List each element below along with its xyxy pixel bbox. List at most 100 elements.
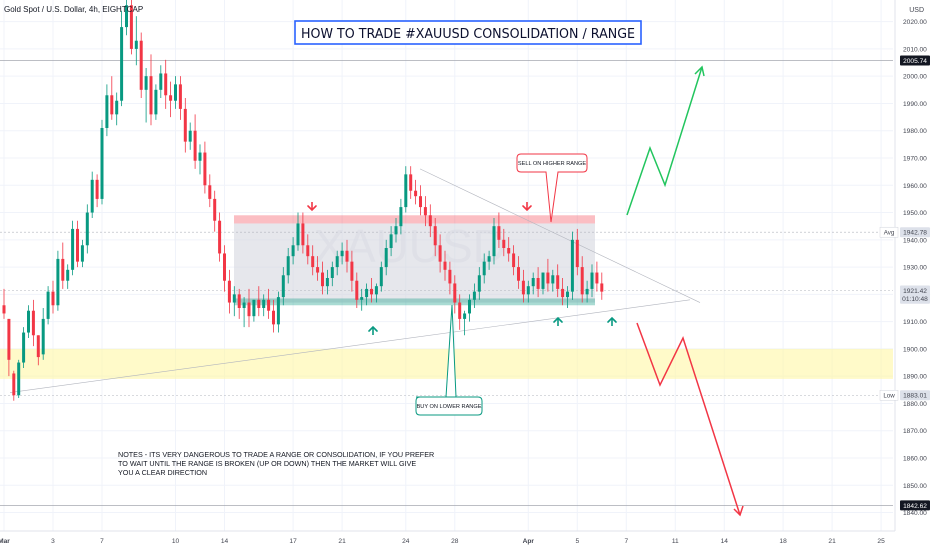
candle-43 <box>213 190 217 232</box>
candle-body-31 <box>154 89 158 115</box>
candle-53 <box>262 294 266 317</box>
candle-34 <box>169 81 173 118</box>
time-tick-13: 14 <box>721 538 729 545</box>
candle-body-90 <box>443 261 447 270</box>
candle-93 <box>458 294 462 330</box>
buy-callout: BUY ON LOWER RANGE <box>415 304 483 416</box>
candle-60 <box>296 212 300 251</box>
price-label-bg-1 <box>900 227 930 238</box>
currency-label: USD <box>909 7 924 14</box>
price-label-bg-0 <box>900 55 930 66</box>
candle-body-92 <box>453 283 457 303</box>
candle-body-58 <box>286 256 290 276</box>
candle-113 <box>556 264 560 298</box>
buy-arrow-1-head <box>368 325 378 332</box>
candle-59 <box>291 237 295 265</box>
notes-line-1: NOTES - ITS VERY DANGEROUS TO TRADE A RA… <box>118 450 434 459</box>
candle-body-39 <box>193 130 197 161</box>
candle-103 <box>507 237 511 262</box>
bullish-projection-head <box>694 65 705 77</box>
price-axis[interactable]: 2020.00 2010.00 2000.00 1990.00 1980.00 1970.… <box>879 0 932 550</box>
time-tick-11: 7 <box>624 538 628 545</box>
price-axis-bg <box>895 0 932 550</box>
time-tick-4: 14 <box>221 538 229 545</box>
candle-body-87 <box>428 215 432 227</box>
candle-body-116 <box>570 239 574 292</box>
candle-body-54 <box>267 299 271 311</box>
candle-body-74 <box>365 288 369 298</box>
resistance-zone <box>234 215 595 224</box>
candle-body-23 <box>115 100 119 115</box>
candle-54 <box>267 288 271 319</box>
candle-81 <box>399 198 403 235</box>
price-tick-7: 1950.00 <box>903 210 927 217</box>
candle-7 <box>36 335 40 366</box>
candle-69 <box>340 242 344 265</box>
time-tick-10: 5 <box>575 538 579 545</box>
candle-51 <box>252 299 256 322</box>
candle-95 <box>468 294 471 322</box>
candle-112 <box>551 269 555 292</box>
candle-body-9 <box>46 291 50 319</box>
candle-75 <box>370 278 373 303</box>
candle-86 <box>423 196 427 227</box>
time-axis[interactable]: Mar 3 7 10 14 17 21 24 28 Apr 5 7 11 14 18 21 25 <box>0 530 895 550</box>
candle-27 <box>134 16 138 66</box>
candle-24 <box>120 10 124 107</box>
candle-body-32 <box>159 73 163 90</box>
candle-9 <box>46 286 50 325</box>
candle-101 <box>497 212 501 248</box>
candle-body-8 <box>41 318 45 355</box>
candle-body-120 <box>590 272 594 289</box>
candle-13 <box>66 264 70 289</box>
sell-arrow-1-head <box>307 205 317 212</box>
candle-body-95 <box>468 299 471 314</box>
candle-body-113 <box>556 275 560 289</box>
candle-body-118 <box>580 267 584 295</box>
price-tick-13: 1890.00 <box>903 374 927 381</box>
price-tick-14: 1880.00 <box>903 401 927 408</box>
candle-20 <box>100 119 104 205</box>
candle-body-20 <box>100 128 104 199</box>
symbol-label[interactable]: Gold Spot / U.S. Dollar, 4h, EIGHTCAP <box>4 5 143 14</box>
bullish-projection <box>626 66 703 216</box>
candle-109 <box>536 267 540 298</box>
price-tick-4: 1980.00 <box>903 128 927 135</box>
candle-body-100 <box>492 226 496 257</box>
candle-body-70 <box>345 250 349 262</box>
candle-body-106 <box>521 280 525 295</box>
candle-body-53 <box>262 299 266 308</box>
zones <box>0 60 893 506</box>
candle-body-96 <box>472 291 476 300</box>
candle-body-16 <box>80 245 84 262</box>
candle-body-91 <box>448 269 452 284</box>
candle-body-19 <box>95 179 99 199</box>
candle-body-36 <box>178 84 182 109</box>
candle-4 <box>22 327 26 368</box>
price-tag-4: Low <box>883 393 895 400</box>
price-tick-6: 1960.00 <box>903 183 927 190</box>
price-tick-3: 1990.00 <box>903 101 927 108</box>
candle-body-43 <box>213 198 217 221</box>
candle-94 <box>463 310 467 336</box>
candle-body-33 <box>164 73 168 96</box>
candle-39 <box>193 114 197 169</box>
candle-22 <box>110 76 114 120</box>
candle-37 <box>183 98 187 153</box>
candle-body-44 <box>218 220 222 254</box>
drawings <box>307 65 744 517</box>
candle-85 <box>419 185 422 216</box>
time-tick-6: 21 <box>338 538 346 545</box>
candle-107 <box>526 280 530 303</box>
candle-96 <box>472 283 476 308</box>
candle-83 <box>409 166 413 199</box>
candle-body-122 <box>600 283 604 292</box>
candle-body-5 <box>27 310 30 333</box>
candle-body-25 <box>125 5 128 28</box>
candle-body-1 <box>7 318 11 360</box>
candle-48 <box>237 288 241 319</box>
candle-18 <box>90 171 94 218</box>
candle-body-66 <box>325 278 329 287</box>
candle-68 <box>335 250 339 276</box>
candle-body-2 <box>12 373 16 396</box>
